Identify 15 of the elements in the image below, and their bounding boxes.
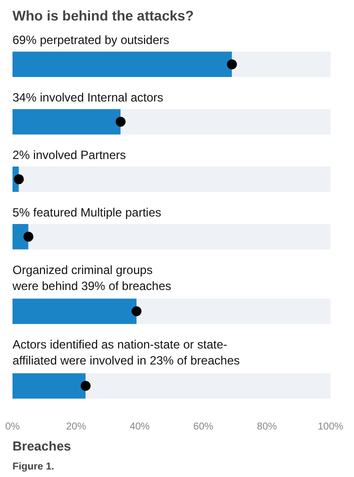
x-tick-label: 20% — [66, 422, 86, 432]
x-tick-label: 80% — [256, 422, 278, 432]
y-tick-label: Organized criminal groups were behind 39% of breaches — [12, 262, 172, 293]
y-tick-label: 69% perpetrated by outsiders — [12, 32, 170, 47]
chart-title: Who is behind the attacks? — [12, 8, 194, 24]
x-tick-label: 40% — [130, 422, 150, 432]
y-tick-label: Actors identified as nation-state or state- affiliated were involved in 23% of breaches — [12, 337, 240, 368]
x-tick-label: 100% — [318, 422, 344, 432]
x-axis-title: Breaches — [12, 438, 72, 454]
caption: Figure 1. — [12, 462, 54, 472]
y-tick-label: 34% involved Internal actors — [12, 90, 164, 104]
x-tick-label: 60% — [193, 422, 214, 432]
y-tick-label: 5% featured Multiple parties — [12, 205, 162, 220]
y-tick-label: 2% involved Partners — [12, 148, 126, 162]
x-tick-label: 0% — [5, 422, 20, 432]
